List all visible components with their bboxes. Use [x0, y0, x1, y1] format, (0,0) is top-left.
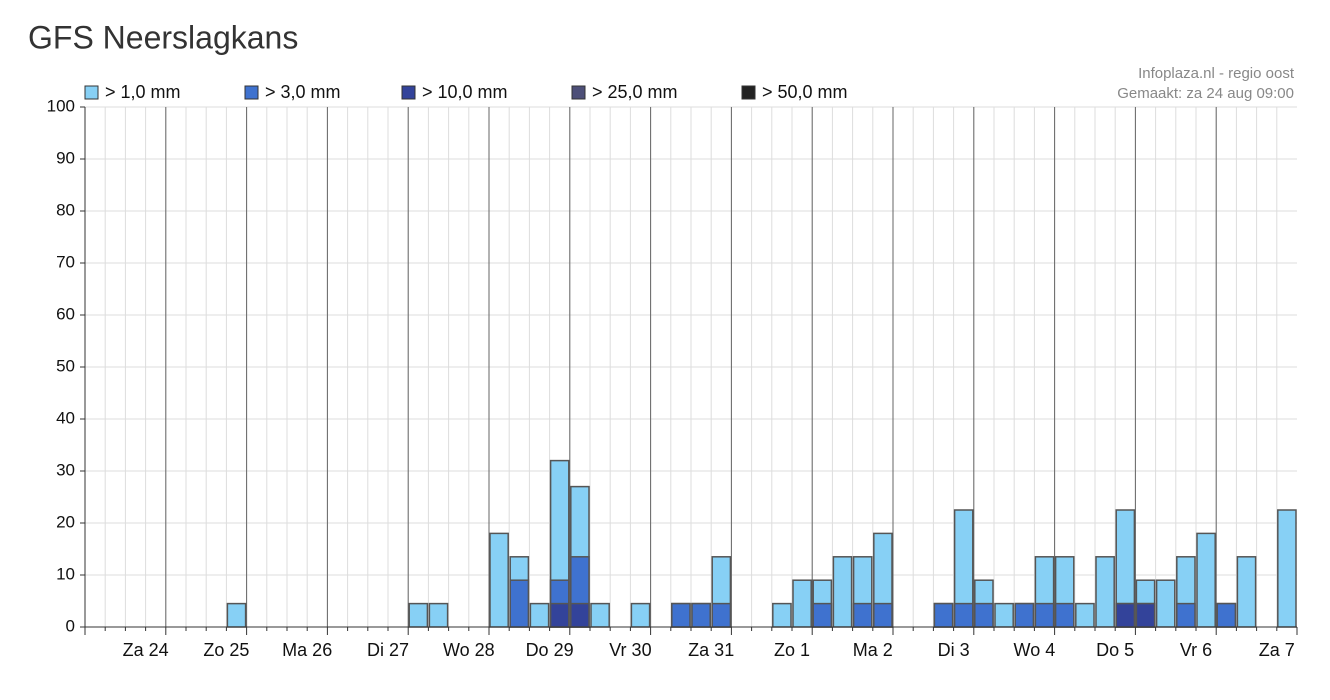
x-tick-label: Do 29	[526, 640, 574, 660]
y-tick-label: 80	[56, 200, 75, 219]
bar	[1216, 602, 1237, 628]
x-tick-label: Zo 1	[774, 640, 810, 660]
x-tick-label: Za 7	[1259, 640, 1295, 660]
x-tick-label: Wo 4	[1014, 640, 1056, 660]
bar	[691, 602, 711, 628]
bar	[994, 602, 1014, 628]
y-tick-label: 0	[66, 616, 75, 635]
bar	[873, 602, 893, 628]
y-tick-label: 10	[56, 564, 75, 583]
bar	[529, 602, 550, 628]
bar	[711, 602, 732, 628]
bar	[1054, 602, 1075, 628]
y-tick-label: 70	[56, 252, 75, 271]
chart-title: GFS Neerslagkans	[28, 19, 298, 55]
bar	[1155, 579, 1176, 628]
x-tick-label: Za 24	[123, 640, 169, 660]
x-tick-label: Ma 26	[282, 640, 332, 660]
y-tick-label: 40	[56, 408, 75, 427]
bar	[974, 602, 994, 628]
bar	[832, 556, 853, 628]
legend-label: > 10,0 mm	[422, 82, 508, 102]
x-tick-label: Wo 28	[443, 640, 495, 660]
bar	[1075, 602, 1095, 628]
legend-swatch	[401, 85, 416, 100]
created: Gemaakt: za 24 aug 09:00	[1117, 85, 1294, 102]
legend-label: > 1,0 mm	[105, 82, 181, 102]
legend-swatch	[741, 85, 756, 100]
x-tick-label: Vr 30	[609, 640, 651, 660]
y-tick-label: 30	[56, 460, 75, 479]
legend-label: > 25,0 mm	[592, 82, 678, 102]
bar	[1176, 602, 1196, 628]
bar	[792, 579, 812, 628]
bar	[489, 532, 509, 628]
bar	[1135, 602, 1156, 628]
legend-label: > 3,0 mm	[265, 82, 341, 102]
bar	[933, 602, 954, 628]
x-tick-label: Ma 2	[853, 640, 893, 660]
legend-swatch	[244, 85, 259, 100]
bar	[852, 602, 873, 628]
bar	[812, 602, 833, 628]
y-tick-label: 20	[56, 512, 75, 531]
y-tick-label: 100	[47, 96, 75, 115]
bar	[1034, 602, 1055, 628]
bar	[772, 602, 792, 628]
bar	[1236, 556, 1257, 628]
y-tick-label: 60	[56, 304, 75, 323]
bar	[630, 602, 651, 628]
legend-swatch	[84, 85, 99, 100]
bar	[953, 602, 974, 628]
x-tick-label: Do 5	[1096, 640, 1134, 660]
legend-swatch	[571, 85, 586, 100]
bar	[1196, 532, 1216, 628]
bar	[671, 602, 691, 628]
bar	[509, 579, 530, 628]
x-tick-label: Di 3	[938, 640, 970, 660]
bar	[549, 602, 570, 628]
bar	[570, 602, 590, 628]
bar	[1095, 556, 1115, 628]
bar	[226, 602, 247, 628]
source: Infoplaza.nl - regio oost	[1138, 65, 1295, 82]
bar	[1277, 509, 1297, 628]
x-tick-label: Zo 25	[203, 640, 249, 660]
bar	[408, 602, 429, 628]
bar	[1115, 602, 1136, 628]
y-tick-label: 90	[56, 148, 75, 167]
bar	[428, 602, 449, 628]
legend-label: > 50,0 mm	[762, 82, 848, 102]
x-tick-label: Vr 6	[1180, 640, 1212, 660]
bar	[590, 602, 610, 628]
x-tick-label: Di 27	[367, 640, 409, 660]
y-tick-label: 50	[56, 356, 75, 375]
bar	[1014, 602, 1035, 628]
x-tick-label: Za 31	[688, 640, 734, 660]
